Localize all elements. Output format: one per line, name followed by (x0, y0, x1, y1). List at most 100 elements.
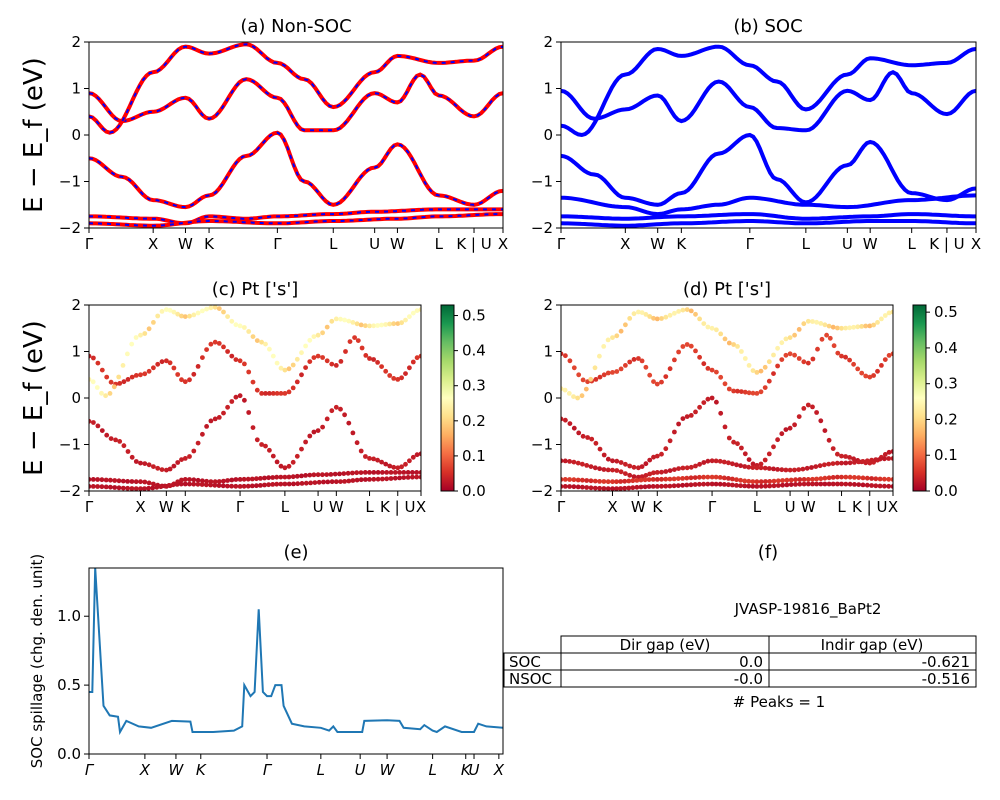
band-point (843, 481, 849, 487)
band-point (667, 312, 673, 318)
band-point (571, 459, 577, 465)
band-point (672, 467, 677, 472)
band-point (329, 408, 335, 414)
table-row-nsoc-indir-cell (768, 669, 977, 688)
band-point (350, 470, 355, 476)
band-line (561, 44, 976, 138)
band-point (636, 356, 641, 361)
band-point (726, 476, 731, 481)
band-point (614, 468, 620, 473)
band-point (860, 482, 866, 488)
band-point (801, 477, 807, 482)
y-tick-label: 1 (543, 343, 553, 361)
band-point (89, 477, 92, 482)
band-point (867, 374, 873, 380)
band-point (104, 432, 110, 438)
band-point (270, 391, 276, 396)
band-point (286, 389, 292, 395)
band-point (623, 471, 628, 476)
band-point (103, 484, 109, 490)
band-point (882, 357, 888, 362)
peaks-count: # Peaks = 1 (733, 693, 825, 711)
band-point (610, 479, 615, 485)
band-point (630, 485, 636, 491)
band-point (663, 446, 669, 452)
band-point (333, 363, 339, 368)
band-point (676, 421, 681, 427)
band-point (561, 458, 564, 464)
band-point (138, 486, 143, 491)
band-point (705, 458, 711, 464)
band-point (111, 384, 117, 390)
band-point (254, 437, 260, 443)
panel-b-bands (561, 44, 976, 228)
band-point (847, 455, 852, 460)
band-point (571, 484, 577, 490)
band-point (864, 482, 870, 488)
band-point (779, 431, 785, 437)
band-point (717, 481, 723, 487)
band-point (221, 309, 226, 315)
band-point (342, 479, 347, 484)
band-point (839, 325, 844, 331)
band-point (610, 458, 615, 464)
band-point (249, 483, 255, 489)
band-point (762, 457, 768, 463)
band-point (618, 479, 623, 484)
band-point (588, 376, 594, 382)
band-point (805, 481, 811, 487)
band-point (890, 449, 893, 454)
band-point (121, 379, 127, 385)
band-point (237, 484, 243, 489)
band-point (650, 477, 656, 482)
band-point (810, 481, 815, 487)
band-point (822, 428, 828, 433)
band-point (680, 465, 686, 471)
band-point (843, 460, 849, 466)
band-point (762, 385, 768, 390)
band-point (779, 467, 785, 473)
band-point (403, 461, 408, 467)
band-point (250, 334, 256, 339)
band-point (731, 342, 736, 347)
band-point (714, 399, 719, 405)
band-point (182, 456, 188, 461)
band-point (311, 355, 317, 360)
band-point (90, 477, 96, 482)
band-point (414, 308, 420, 313)
band-point (290, 474, 296, 480)
band-point (650, 484, 656, 489)
band-point (631, 464, 637, 470)
band-point (830, 446, 836, 451)
band-point (631, 311, 637, 317)
band-point (592, 485, 598, 491)
band-point (391, 464, 397, 470)
band-point (647, 372, 653, 378)
band-point (121, 443, 127, 449)
x-tick-label: K (204, 235, 215, 253)
band-point (133, 459, 139, 464)
x-tick-label: K (461, 761, 472, 779)
panel-d-points (561, 307, 893, 491)
band-point (867, 323, 873, 329)
band-point (684, 307, 690, 312)
band-point (638, 484, 644, 490)
band-point (99, 367, 105, 373)
band-point (819, 336, 825, 342)
band-point (371, 476, 377, 482)
band-point (233, 357, 239, 362)
band-point (175, 311, 181, 317)
band-point (359, 345, 365, 351)
band-point (721, 482, 727, 487)
band-point (742, 478, 748, 484)
band-point (89, 377, 92, 382)
y-tick-label: −2 (531, 219, 553, 237)
band-point (746, 478, 752, 484)
band-point (125, 449, 131, 454)
x-tick-label: X (607, 498, 617, 516)
band-point (99, 428, 105, 433)
band-point (771, 483, 777, 489)
band-point (855, 324, 861, 330)
band-point (270, 453, 276, 459)
band-point (311, 429, 317, 435)
